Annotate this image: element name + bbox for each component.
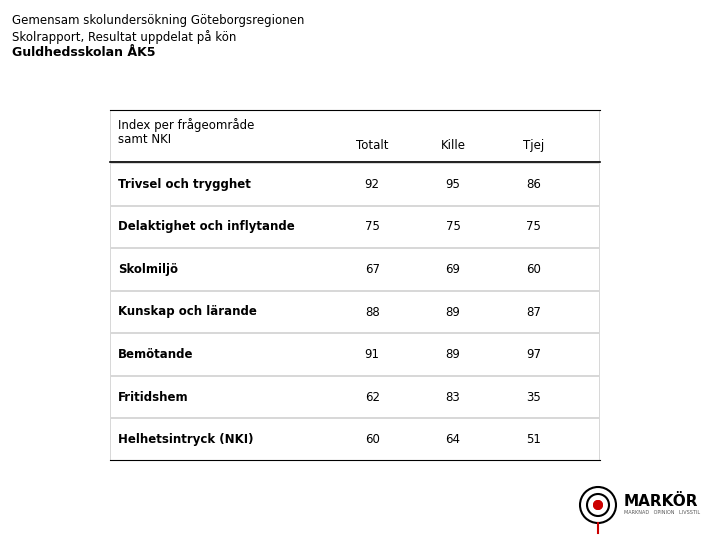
Text: Delaktighet och inflytande: Delaktighet och inflytande [118,220,294,233]
Text: 62: 62 [364,390,379,403]
Text: Skolmiljö: Skolmiljö [118,263,178,276]
Text: 60: 60 [365,433,379,446]
Text: 97: 97 [526,348,541,361]
Text: 75: 75 [526,220,541,233]
Text: 92: 92 [364,178,379,191]
Text: Gemensam skolundersökning Göteborgsregionen: Gemensam skolundersökning Göteborgsregio… [12,14,305,27]
Text: 89: 89 [446,306,460,319]
Text: Helhetsintryck (NKI): Helhetsintryck (NKI) [118,433,253,446]
Circle shape [593,500,603,510]
Bar [111,334,599,375]
Text: 95: 95 [446,178,460,191]
Text: 86: 86 [526,178,541,191]
Text: Bemötande: Bemötande [118,348,194,361]
Bar [111,292,599,332]
Text: 87: 87 [526,306,541,319]
Text: Kille: Kille [441,139,466,152]
Text: Guldhedsskolan ÅK5: Guldhedsskolan ÅK5 [12,46,156,59]
Text: Skolrapport, Resultat uppdelat på kön: Skolrapport, Resultat uppdelat på kön [12,30,236,44]
Text: Kunskap och lärande: Kunskap och lärande [118,306,257,319]
Bar [111,164,599,205]
Bar [110,110,600,460]
Text: Trivsel och trygghet: Trivsel och trygghet [118,178,251,191]
Text: 69: 69 [446,263,461,276]
Text: 60: 60 [526,263,541,276]
Bar [111,111,599,161]
Text: 51: 51 [526,433,541,446]
Text: 91: 91 [364,348,379,361]
Text: Tjej: Tjej [523,139,544,152]
Text: MARKÖR: MARKÖR [624,494,698,509]
Text: Index per frågeområde: Index per frågeområde [118,118,254,132]
Text: 67: 67 [364,263,379,276]
Text: 75: 75 [365,220,379,233]
Bar [111,420,599,460]
Text: 35: 35 [526,390,541,403]
Bar [111,249,599,290]
Text: 89: 89 [446,348,460,361]
Bar [111,377,599,417]
Text: 83: 83 [446,390,460,403]
Text: samt NKI: samt NKI [118,133,171,146]
Text: 64: 64 [446,433,461,446]
Text: MARKNAD   OPINION   LIVSSTIL: MARKNAD OPINION LIVSSTIL [624,510,700,516]
Text: Fritidshem: Fritidshem [118,390,189,403]
Bar [111,207,599,247]
Text: 88: 88 [365,306,379,319]
Text: Totalt: Totalt [356,139,388,152]
Text: 75: 75 [446,220,460,233]
Circle shape [593,500,603,510]
